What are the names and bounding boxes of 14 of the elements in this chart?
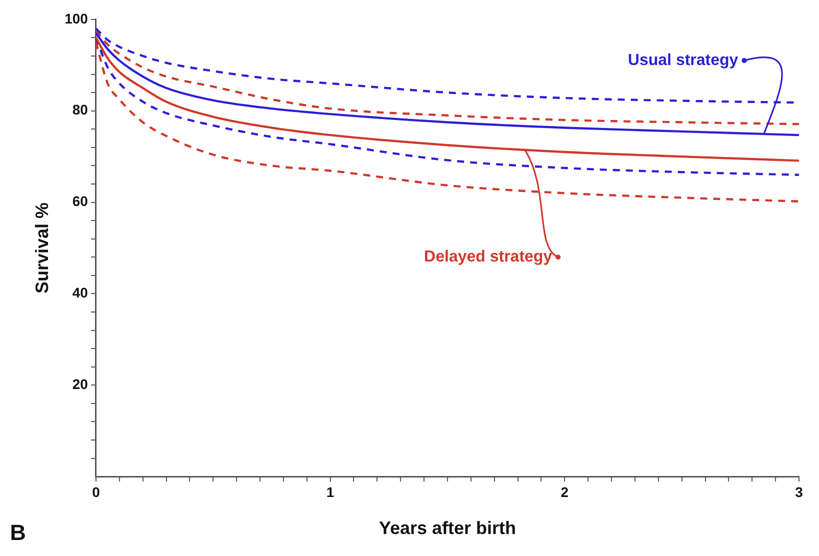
x-tick-label: 3 xyxy=(795,484,804,500)
x-tick-label: 2 xyxy=(560,484,569,500)
x-axis-title: Years after birth xyxy=(378,518,516,538)
y-tick-label: 60 xyxy=(72,193,88,210)
y-tick-label: 80 xyxy=(72,102,88,118)
y-tick-label: 20 xyxy=(72,376,88,392)
y-tick-label: 100 xyxy=(64,10,88,26)
legend-label: Delayed strategy xyxy=(424,248,552,266)
legend-label: Usual strategy xyxy=(628,52,738,69)
x-tick-label: 1 xyxy=(326,484,334,500)
x-tick-label: 0 xyxy=(92,484,100,500)
y-axis-title: Survival % xyxy=(32,202,52,294)
text: B xyxy=(10,520,26,546)
y-tick-label: 40 xyxy=(72,284,88,301)
